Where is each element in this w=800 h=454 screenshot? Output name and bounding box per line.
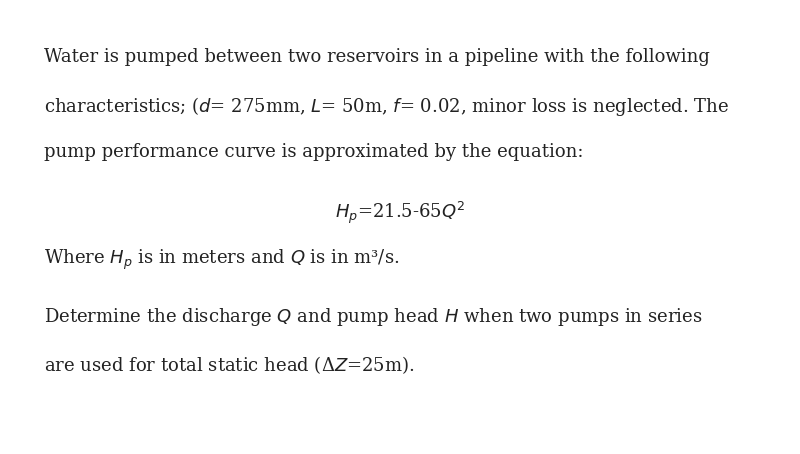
Text: characteristics; ($d$= 275mm, $L$= 50m, $f$= 0.02, minor loss is neglected. The: characteristics; ($d$= 275mm, $L$= 50m, … — [44, 95, 729, 118]
Text: Water is pumped between two reservoirs in a pipeline with the following: Water is pumped between two reservoirs i… — [44, 48, 710, 66]
Text: are used for total static head (Δ$Z$=25m).: are used for total static head (Δ$Z$=25m… — [44, 354, 414, 376]
Text: $H_p$=21.5-65$Q^2$: $H_p$=21.5-65$Q^2$ — [335, 200, 465, 226]
Text: Where $H_p$ is in meters and $Q$ is in m³/s.: Where $H_p$ is in meters and $Q$ is in m… — [44, 247, 399, 271]
Text: Determine the discharge $Q$ and pump head $H$ when two pumps in series: Determine the discharge $Q$ and pump hea… — [44, 306, 702, 328]
Text: pump performance curve is approximated by the equation:: pump performance curve is approximated b… — [44, 143, 583, 161]
